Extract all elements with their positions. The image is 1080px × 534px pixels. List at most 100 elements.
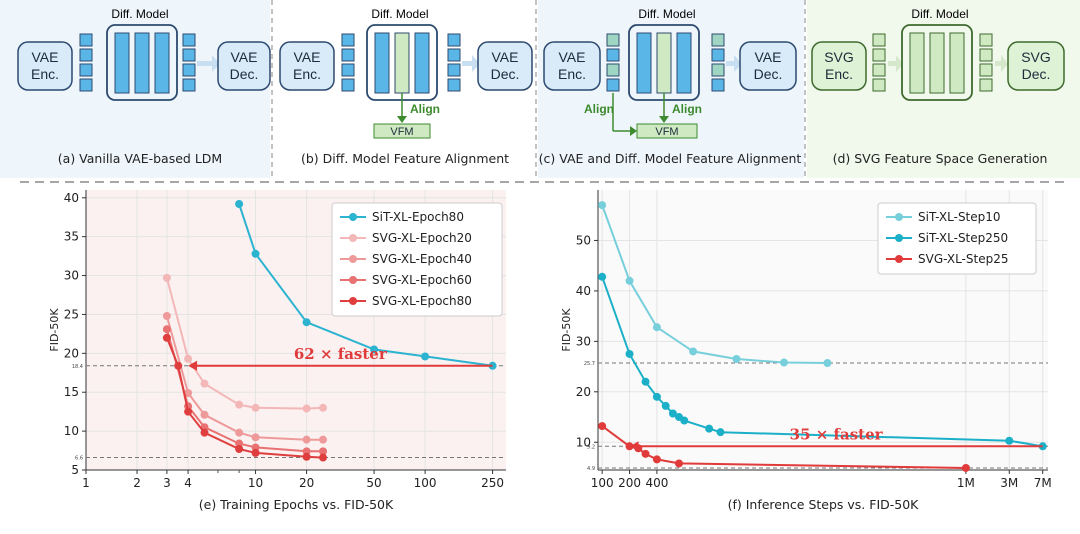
data-point — [961, 463, 970, 472]
legend-label: SiT-XL-Epoch80 — [372, 210, 464, 224]
svg-enc-box — [811, 41, 867, 91]
data-point — [302, 435, 311, 444]
reference-line-label: 9.2 — [587, 444, 595, 450]
y-tick-label: 20 — [576, 385, 591, 399]
legend-label: SVG-XL-Epoch60 — [372, 273, 472, 287]
vae-enc-box — [17, 41, 73, 91]
chart-training-epochs: 5 10 15 20 25 30 35 40 1 2 3 4 10 20 50 100 250 18.4 6.6 62… — [48, 190, 506, 512]
chart-caption: (f) Inference Steps vs. FID-50K — [728, 497, 920, 512]
data-point — [675, 459, 684, 468]
arrow-icon — [995, 55, 1008, 72]
x-tick-label: 200 — [618, 476, 641, 490]
align-label-diff: Align — [672, 102, 702, 116]
data-point — [625, 349, 634, 358]
caption-d: (d) SVG Feature Space Generation — [833, 151, 1048, 166]
y-axis-label: FID-50K — [560, 308, 573, 352]
y-axis-label: FID-50K — [48, 308, 61, 352]
x-tick-label: 100 — [414, 476, 437, 490]
x-tick-label: 250 — [481, 476, 504, 490]
chart-inference-steps: 10 20 30 40 50 100 200 400 1M 3M 7M 25.7 9.2 4.9 35 × … — [560, 190, 1052, 512]
data-point — [705, 424, 714, 433]
x-tick-label: 1 — [82, 476, 90, 490]
data-point — [1005, 436, 1014, 445]
annotation-text: 35 × faster — [790, 425, 884, 443]
arrow-head-icon — [629, 441, 639, 452]
data-point — [598, 422, 607, 431]
panel-b: Diff. Model VAE Enc. VAE Dec. Align VFM … — [279, 7, 533, 166]
data-point — [235, 200, 244, 208]
vae-enc-label-2: Enc. — [293, 66, 321, 82]
data-point — [162, 312, 171, 320]
vfm-label: VFM — [655, 126, 678, 138]
data-point — [184, 354, 193, 363]
x-tick-label: 7M — [1034, 476, 1052, 490]
svg-enc-label-2: Enc. — [825, 66, 853, 82]
legend-marker — [349, 213, 357, 221]
y-tick-label: 20 — [64, 346, 79, 360]
vae-dec-label-1: VAE — [755, 49, 782, 65]
diff-model-title: Diff. Model — [911, 7, 968, 21]
y-tick-label: 40 — [576, 284, 591, 298]
series-line — [238, 203, 493, 367]
legend-marker — [895, 234, 903, 242]
legend-label: SiT-XL-Step250 — [918, 231, 1008, 245]
x-tick-label: 50 — [366, 476, 381, 490]
data-point — [668, 409, 677, 418]
data-point — [661, 401, 670, 410]
data-point — [251, 448, 260, 457]
x-tick-label: 400 — [645, 476, 668, 490]
y-tick-label: 5 — [71, 463, 79, 477]
arrow-down-icon — [397, 116, 407, 123]
arrow-right-icon — [630, 126, 637, 136]
x-tick-label: 100 — [591, 476, 614, 490]
x-tick-label: 2 — [133, 476, 141, 490]
svg-dec-label-1: SVG — [1021, 49, 1051, 65]
x-tick-label: 1M — [957, 476, 975, 490]
diff-model-title: Diff. Model — [111, 7, 168, 21]
data-point — [235, 400, 244, 409]
vae-enc-label-2: Enc. — [31, 66, 59, 82]
reference-line-label: 4.9 — [587, 466, 595, 472]
panel-c: Diff. Model VAE Enc. VAE Dec. Align Alig… — [538, 0, 804, 178]
x-tick-label: 3M — [1000, 476, 1018, 490]
panel-d: Diff. Model SVG Enc. SVG Dec. (d) SVG Fe… — [807, 0, 1080, 178]
data-point — [823, 359, 832, 368]
arrow-icon — [197, 55, 220, 72]
data-point — [641, 449, 650, 458]
data-point — [251, 433, 260, 442]
y-tick-label: 15 — [64, 385, 79, 399]
data-point — [200, 428, 209, 437]
arrow-down-icon — [659, 116, 669, 123]
arrow-icon — [726, 55, 742, 72]
vae-dec-box — [217, 41, 271, 91]
data-point — [641, 377, 650, 386]
legend-marker — [349, 276, 357, 284]
data-point — [652, 392, 661, 401]
latent-stack — [79, 33, 93, 92]
y-tick-label: 10 — [64, 424, 79, 438]
vae-enc-label-1: VAE — [32, 49, 59, 65]
legend-label: SVG-XL-Epoch40 — [372, 252, 472, 266]
vae-enc-label-2: Enc. — [558, 66, 586, 82]
data-point — [302, 452, 311, 461]
diff-model-box — [901, 24, 973, 101]
data-point — [302, 318, 311, 327]
svg-dec-label-2: Dec. — [1022, 66, 1051, 82]
data-point — [184, 407, 193, 416]
legend-marker — [349, 255, 357, 263]
annotation-text: 62 × faster — [294, 345, 388, 363]
data-point — [200, 379, 209, 388]
vae-dec-box — [477, 41, 533, 91]
vae-dec-label-2: Dec. — [230, 66, 259, 82]
data-point — [319, 453, 328, 462]
panel-a: Diff. Model VAE Enc. VAE Dec. (a) Vanill… — [0, 0, 271, 178]
data-point — [625, 276, 634, 285]
svg-dec-box — [1007, 41, 1065, 91]
data-point — [370, 345, 379, 354]
data-point — [235, 428, 244, 437]
vae-enc-box — [279, 41, 335, 91]
data-point — [716, 428, 725, 437]
diff-model-box — [106, 24, 178, 101]
data-point — [162, 273, 171, 282]
